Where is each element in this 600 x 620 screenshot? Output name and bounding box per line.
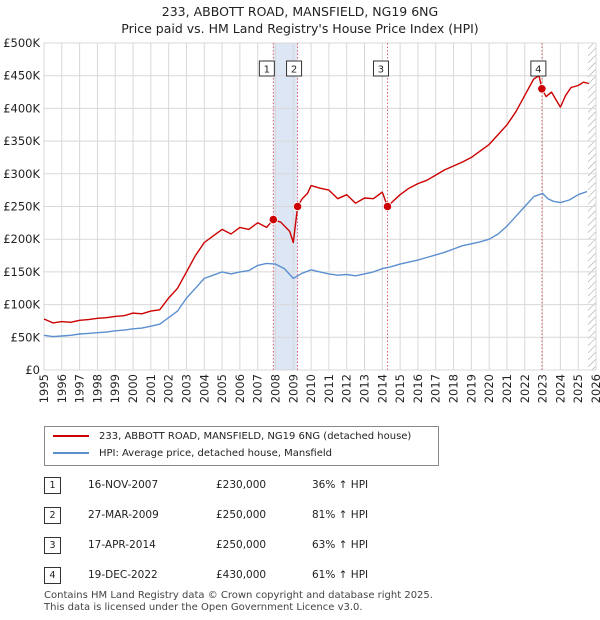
x-tick-label: 2017 xyxy=(429,374,443,403)
transaction-number: 2 xyxy=(44,507,61,524)
transaction-date: 19-DEC-2022 xyxy=(88,569,158,581)
transaction-number: 4 xyxy=(44,567,61,584)
x-tick-label: 1997 xyxy=(73,374,87,403)
y-tick-label: £100K xyxy=(3,298,40,312)
transaction-hpi: 61% ↑ HPI xyxy=(312,569,369,581)
price-chart: 1 2 3 4 £0 £50K £100K £150K £200K £250K £300K £350… xyxy=(3,36,600,403)
x-tick-label: 2025 xyxy=(571,374,585,403)
transaction-hpi: 81% ↑ HPI xyxy=(312,509,369,521)
x-tick-label: 1995 xyxy=(37,374,51,403)
x-tick-label: 2000 xyxy=(126,374,140,403)
legend-item-property: 233, ABBOTT ROAD, MANSFIELD, NG19 6NG (d… xyxy=(53,431,411,442)
x-tick-label: 1999 xyxy=(108,374,122,403)
y-tick-label: £150K xyxy=(3,265,40,279)
x-tick-label: 2013 xyxy=(358,374,372,403)
x-tick-label: 2002 xyxy=(162,374,176,403)
legend-label-property: 233, ABBOTT ROAD, MANSFIELD, NG19 6NG (d… xyxy=(99,431,412,442)
x-tick-label: 2021 xyxy=(500,374,514,403)
x-tick-label: 2018 xyxy=(447,374,461,403)
sale-point xyxy=(382,201,393,212)
legend-label-hpi: HPI: Average price, detached house, Mans… xyxy=(99,448,332,459)
transaction-row: 2 27-MAR-2009 £250,000 81% ↑ HPI xyxy=(44,505,444,527)
x-tick-label: 2023 xyxy=(536,374,550,403)
sale-point xyxy=(292,201,303,212)
sale-marker-label: 3 xyxy=(378,65,384,76)
transaction-price: £430,000 xyxy=(216,569,267,581)
x-tick-label: 2022 xyxy=(518,374,532,403)
y-tick-label: £400K xyxy=(3,101,40,115)
chart-subtitle: Price paid vs. HM Land Registry's House … xyxy=(121,21,479,36)
sale-marker-box xyxy=(530,60,547,77)
x-tick-label: 2006 xyxy=(233,374,247,403)
chart-title: 233, ABBOTT ROAD, MANSFIELD, NG19 6NG xyxy=(161,4,439,19)
transaction-number: 1 xyxy=(44,477,61,494)
transaction-date: 16-NOV-2007 xyxy=(88,479,159,491)
x-tick-label: 2019 xyxy=(464,374,478,403)
transaction-number: 3 xyxy=(44,537,61,554)
x-tick-label: 2009 xyxy=(286,374,300,403)
x-tick-label: 2014 xyxy=(375,374,389,403)
y-tick-label: £0 xyxy=(25,363,40,377)
y-tick-label: £250K xyxy=(3,200,40,214)
x-tick-label: 2010 xyxy=(304,374,318,403)
sale-marker-label: 4 xyxy=(535,65,541,76)
x-tick-label: 2015 xyxy=(393,374,407,403)
transaction-price: £230,000 xyxy=(216,479,267,491)
sale-marker-label: 1 xyxy=(264,65,270,76)
x-tick-label: 2012 xyxy=(340,374,354,403)
transaction-hpi: 63% ↑ HPI xyxy=(312,539,369,551)
transaction-row: 1 16-NOV-2007 £230,000 36% ↑ HPI xyxy=(44,475,444,497)
x-tick-label: 1996 xyxy=(55,374,69,403)
x-tick-label: 2016 xyxy=(411,374,425,403)
transaction-price: £250,000 xyxy=(216,509,267,521)
sale-marker-box xyxy=(258,60,275,77)
x-tick-label: 2004 xyxy=(197,374,211,403)
x-tick-label: 2024 xyxy=(553,374,567,403)
x-tick-label: 2026 xyxy=(589,374,600,403)
transaction-row: 3 17-APR-2014 £250,000 63% ↑ HPI xyxy=(44,535,444,557)
y-tick-label: £50K xyxy=(11,330,41,344)
legend-item-hpi: HPI: Average price, detached house, Mans… xyxy=(53,448,332,459)
legend-swatch-hpi xyxy=(53,452,89,454)
sale-marker-label: 2 xyxy=(291,65,297,76)
x-tick-label: 2020 xyxy=(482,374,496,403)
sale-marker-box xyxy=(286,60,303,77)
footer-copyright: Contains HM Land Registry data © Crown c… xyxy=(44,590,433,601)
transaction-date: 17-APR-2014 xyxy=(88,539,156,551)
transaction-row: 4 19-DEC-2022 £430,000 61% ↑ HPI xyxy=(44,565,444,587)
x-tick-label: 2005 xyxy=(215,374,229,403)
x-tick-label: 2011 xyxy=(322,374,336,403)
legend-swatch-property xyxy=(53,435,89,437)
sale-marker-box xyxy=(372,60,389,77)
hpi-line xyxy=(43,190,588,338)
footer-licence: This data is licensed under the Open Gov… xyxy=(44,602,363,613)
chart-legend: 233, ABBOTT ROAD, MANSFIELD, NG19 6NG (d… xyxy=(44,426,439,466)
x-tick-label: 2007 xyxy=(251,374,265,403)
x-tick-label: 2003 xyxy=(179,374,193,403)
y-tick-label: £350K xyxy=(3,134,40,148)
transaction-hpi: 36% ↑ HPI xyxy=(312,479,369,491)
transaction-date: 27-MAR-2009 xyxy=(88,509,159,521)
y-tick-label: £450K xyxy=(3,69,40,83)
x-tick-label: 2008 xyxy=(268,374,282,403)
transaction-price: £250,000 xyxy=(216,539,267,551)
sale-point xyxy=(537,84,547,94)
y-tick-label: £500K xyxy=(3,36,40,50)
x-tick-label: 2001 xyxy=(144,374,158,403)
y-tick-label: £300K xyxy=(3,167,40,181)
x-tick-label: 1998 xyxy=(90,374,104,403)
property-price-line xyxy=(43,74,590,324)
y-tick-label: £200K xyxy=(3,232,40,246)
sale-point xyxy=(268,214,278,225)
